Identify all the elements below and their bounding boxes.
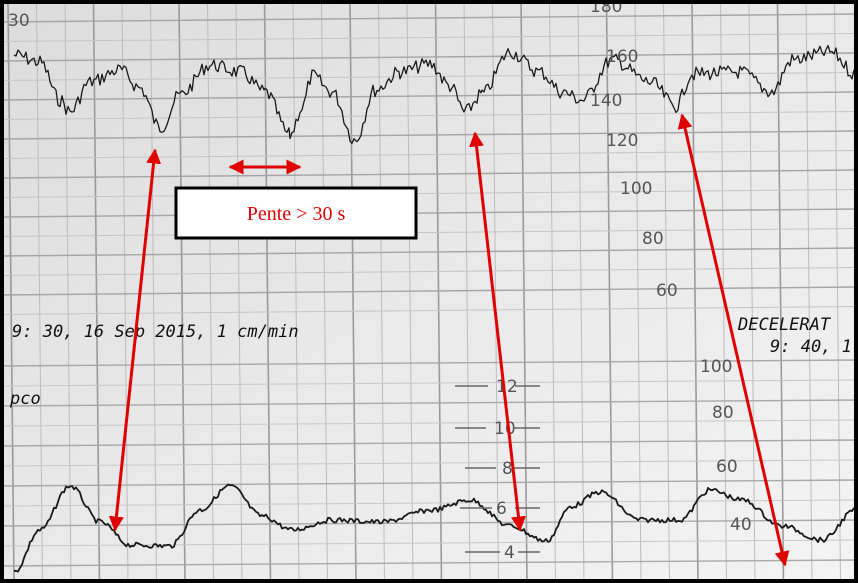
uc-scale: 10 (494, 419, 516, 439)
corner-label: 30 (8, 11, 30, 31)
annotation-label: Pente > 30 s (247, 203, 346, 225)
arrow (469, 131, 526, 532)
grid-line (834, 0, 841, 583)
grid-line (463, 0, 471, 583)
grid-line (549, 0, 556, 583)
toco-scale: 80 (712, 403, 734, 423)
annotation-arrows (108, 113, 790, 567)
event-label: DECELERAT (737, 315, 832, 335)
uc-scale: 12 (496, 377, 518, 397)
channel-label: pco (9, 389, 41, 409)
arrow (677, 113, 790, 567)
grid-line (805, 0, 813, 583)
fhr-scale: 100 (620, 179, 652, 199)
fhr-scale: 140 (590, 91, 622, 111)
fhr-scale: 120 (606, 131, 638, 151)
fhr-scale: 60 (656, 281, 678, 301)
trace (13, 44, 855, 145)
grid-line (178, 0, 186, 583)
toco-scale: 40 (730, 515, 752, 535)
grid-line (207, 0, 214, 583)
grid-line (605, 0, 614, 583)
grid-line (0, 52, 858, 62)
event-time: 9: 40, 1 (770, 337, 852, 357)
grid-line (0, 111, 858, 120)
uc-scale: 4 (504, 543, 515, 563)
printout-header: 9: 30, 16 Sep 2015, 1 cm/min (12, 322, 299, 342)
grid-line (577, 0, 585, 583)
toco-scale: 100 (700, 357, 732, 377)
arrow (108, 148, 162, 532)
fhr-scale: 80 (642, 229, 664, 249)
toco-scale: 60 (716, 457, 738, 477)
fhr-scale: 180 (590, 0, 622, 17)
grid-line (0, 13, 858, 23)
uc-scale: 6 (496, 499, 507, 519)
annotation-box (174, 186, 418, 240)
grid-line (0, 33, 858, 42)
grid-line (0, 91, 858, 101)
fhr-scale: 160 (606, 47, 638, 67)
grid-line (634, 0, 642, 583)
